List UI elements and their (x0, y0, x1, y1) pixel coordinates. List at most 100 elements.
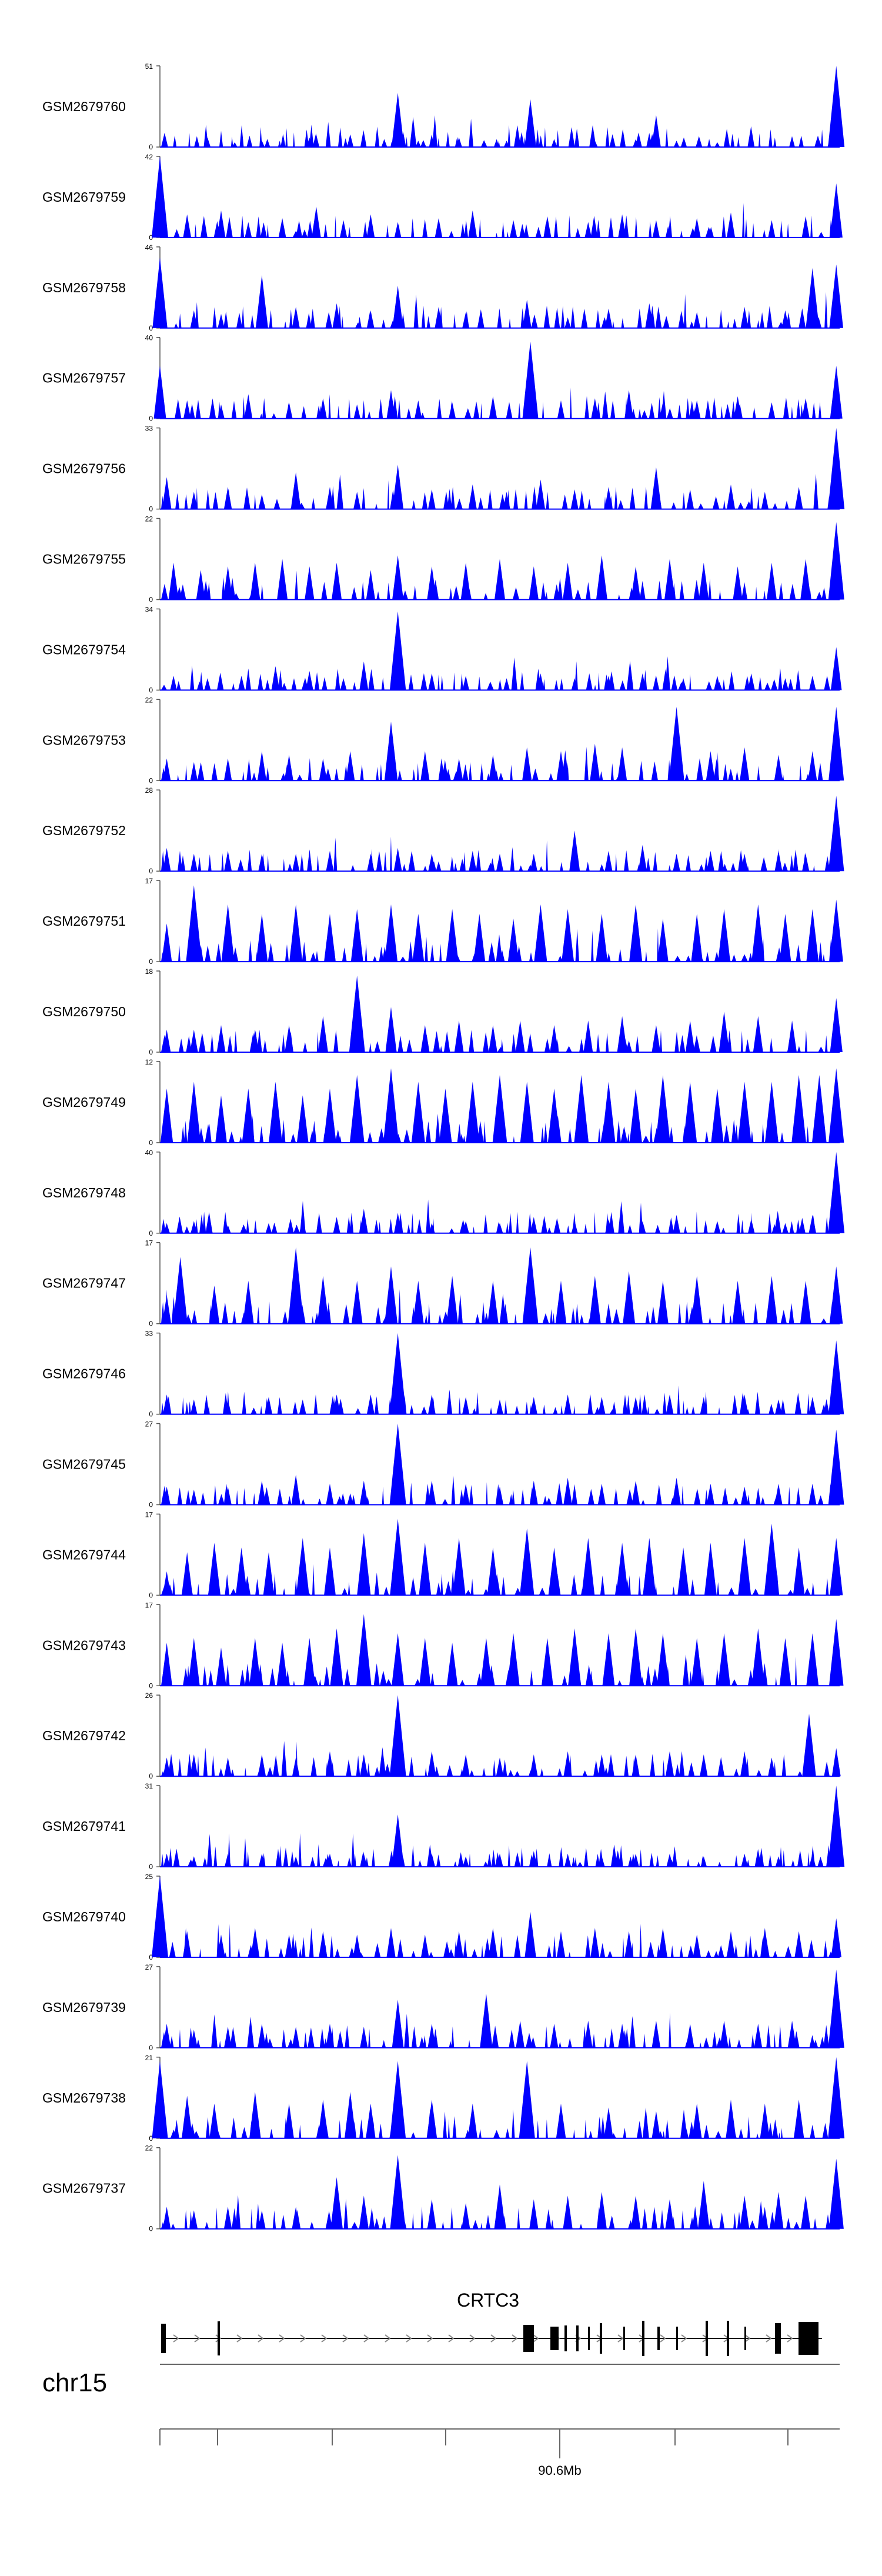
coverage-texture (566, 1046, 572, 1052)
coverage-texture (689, 228, 696, 238)
coverage-texture (721, 1227, 726, 1233)
coverage-texture (197, 1583, 200, 1596)
coverage-texture (437, 674, 440, 690)
coverage-texture (323, 224, 328, 238)
coverage-texture (539, 866, 543, 872)
coverage-texture (824, 1761, 830, 1777)
coverage-texture (643, 669, 647, 690)
coverage-peak (602, 1082, 616, 1143)
coverage-texture (561, 306, 565, 328)
coverage-texture (263, 503, 266, 509)
strand-arrow (300, 2334, 306, 2343)
coverage-texture (837, 931, 840, 962)
coverage-texture (304, 129, 309, 147)
coverage-texture (704, 400, 711, 419)
coverage-peak (216, 1025, 226, 1052)
coverage-texture (337, 405, 340, 419)
coverage-texture (328, 394, 331, 419)
strand-arrow (744, 2334, 751, 2343)
coverage-texture (322, 2120, 329, 2138)
coverage-texture (726, 1944, 733, 1957)
coverage-texture (677, 404, 681, 419)
coverage-texture (376, 766, 379, 781)
coverage-texture (799, 1217, 806, 1233)
coverage-texture (649, 305, 655, 328)
coverage-texture (161, 768, 166, 781)
coverage-peak (711, 1088, 724, 1143)
coverage-texture (776, 1574, 779, 1596)
coverage-peak (828, 2057, 845, 2138)
strand-arrow (406, 2334, 412, 2343)
coverage-texture (333, 950, 336, 962)
coverage-texture (460, 223, 465, 238)
coverage-texture (605, 1303, 612, 1324)
coverage-texture (789, 1221, 794, 1233)
coverage-texture (594, 685, 596, 690)
coverage-texture (830, 1674, 836, 1686)
coverage-texture (818, 1046, 824, 1052)
coverage-peak (530, 1217, 537, 1233)
coverage-peak (685, 1020, 695, 1052)
coverage-texture (174, 2120, 179, 2138)
coverage-peak (787, 2020, 797, 2048)
coverage-texture (517, 2208, 520, 2229)
coverage-texture (762, 937, 764, 962)
coverage-texture (493, 2130, 500, 2138)
coverage-texture (174, 323, 178, 328)
coverage-texture (701, 1669, 704, 1686)
coverage-texture (161, 495, 164, 509)
coverage-texture (246, 135, 253, 147)
coverage-texture (379, 764, 382, 781)
coverage-texture (823, 2025, 830, 2048)
coverage-texture (290, 502, 298, 509)
coverage-texture (530, 2037, 536, 2048)
coverage-texture (453, 1861, 457, 1867)
y-max-label: 34 (145, 605, 153, 613)
coverage-texture (604, 1672, 608, 1686)
coverage-texture (290, 1851, 295, 1867)
y-max-label: 33 (145, 425, 153, 433)
coverage-texture (546, 1945, 552, 1957)
coverage-peak (550, 1025, 559, 1052)
coverage-texture (830, 2030, 833, 2048)
coverage-texture (607, 2128, 613, 2138)
coverage-texture (560, 2117, 565, 2138)
coverage-texture (544, 128, 546, 147)
coverage-texture (512, 2109, 515, 2138)
coverage-texture (328, 1494, 332, 1505)
coverage-texture (546, 1497, 552, 1505)
coverage-texture (532, 1225, 535, 1233)
coverage-texture (672, 583, 676, 600)
coverage-texture (823, 1399, 830, 1414)
coverage-texture (335, 1129, 341, 1143)
y-min-label: 0 (149, 1501, 153, 1509)
coverage-texture (195, 302, 199, 328)
coverage-texture (420, 412, 425, 419)
coverage-texture (351, 587, 358, 600)
coverage-peak (353, 1934, 361, 1957)
coverage-texture (499, 494, 506, 509)
track-label: GSM2679756 (42, 461, 126, 476)
coverage-texture (263, 2033, 269, 2048)
coverage-texture (671, 775, 677, 781)
coverage-texture (343, 1304, 350, 1324)
coverage-peak (209, 1285, 220, 1324)
coverage-texture (293, 1940, 298, 1957)
coverage-texture (169, 2036, 174, 2048)
coverage-texture (787, 1045, 791, 1052)
coverage-texture (779, 1663, 787, 1686)
coverage-texture (624, 1756, 629, 1777)
coverage-texture (483, 1032, 489, 1052)
coverage-texture (576, 1122, 580, 1143)
coverage-texture (406, 1039, 413, 1052)
coverage-texture (719, 2212, 725, 2229)
coverage-texture (575, 1303, 579, 1324)
coverage-texture (721, 216, 726, 238)
coverage-peak (292, 2027, 300, 2048)
coverage-texture (744, 1940, 748, 1957)
coverage-texture (727, 2124, 730, 2138)
coverage-texture (758, 133, 761, 147)
coverage-texture (453, 585, 460, 600)
coverage-texture (539, 135, 543, 147)
coverage-texture (526, 1948, 532, 1957)
